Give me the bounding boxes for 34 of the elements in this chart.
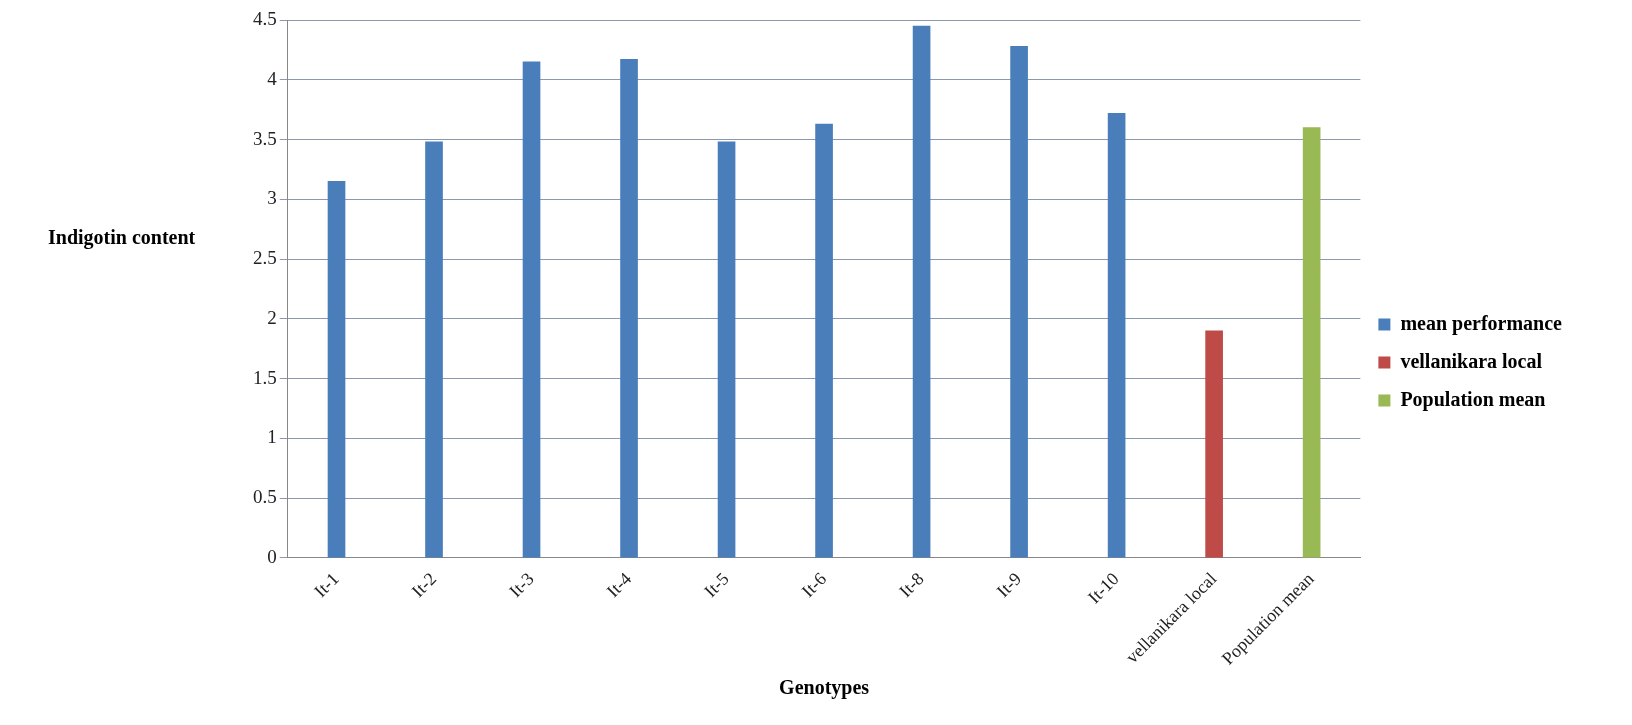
bar xyxy=(620,59,638,558)
x-tick-label: It-1 xyxy=(310,568,343,602)
x-tick-label: It-3 xyxy=(505,568,538,602)
legend-label: mean performance xyxy=(1400,311,1563,335)
bar xyxy=(717,141,736,558)
x-tick-label: It-2 xyxy=(407,568,441,602)
y-tick-label: 4.5 xyxy=(253,7,277,29)
legend-label: vellanikara local xyxy=(1400,349,1543,372)
y-tick-label: 0.5 xyxy=(253,486,277,508)
y-tick-label: 1 xyxy=(267,426,277,448)
y-tick-label: 2 xyxy=(267,306,277,328)
x-tick-label: It-8 xyxy=(895,568,928,602)
bar xyxy=(1205,330,1223,558)
x-tick-label: It-4 xyxy=(602,568,636,602)
y-tick-label: 4 xyxy=(267,67,278,89)
x-axis-title: Genotypes xyxy=(779,676,870,700)
y-tick-label: 3.5 xyxy=(253,127,277,149)
bar xyxy=(912,25,931,558)
y-tick-label: 2.5 xyxy=(253,247,277,269)
y-tick-label: 0 xyxy=(267,545,277,567)
bar xyxy=(522,61,541,558)
x-tick-label: It-9 xyxy=(992,568,1026,602)
bar xyxy=(425,141,443,558)
x-tick-label: It-5 xyxy=(700,568,733,602)
bar xyxy=(1302,127,1321,558)
legend-label: Population mean xyxy=(1400,387,1546,411)
bar xyxy=(1010,45,1028,558)
bar xyxy=(1107,112,1126,558)
x-tick-label: It-6 xyxy=(797,568,831,602)
y-axis-title: Indigotin content xyxy=(48,226,196,250)
y-tick-label: 1.5 xyxy=(253,366,277,388)
bar xyxy=(327,181,346,558)
bar xyxy=(815,123,833,558)
y-tick-label: 3 xyxy=(267,187,277,209)
